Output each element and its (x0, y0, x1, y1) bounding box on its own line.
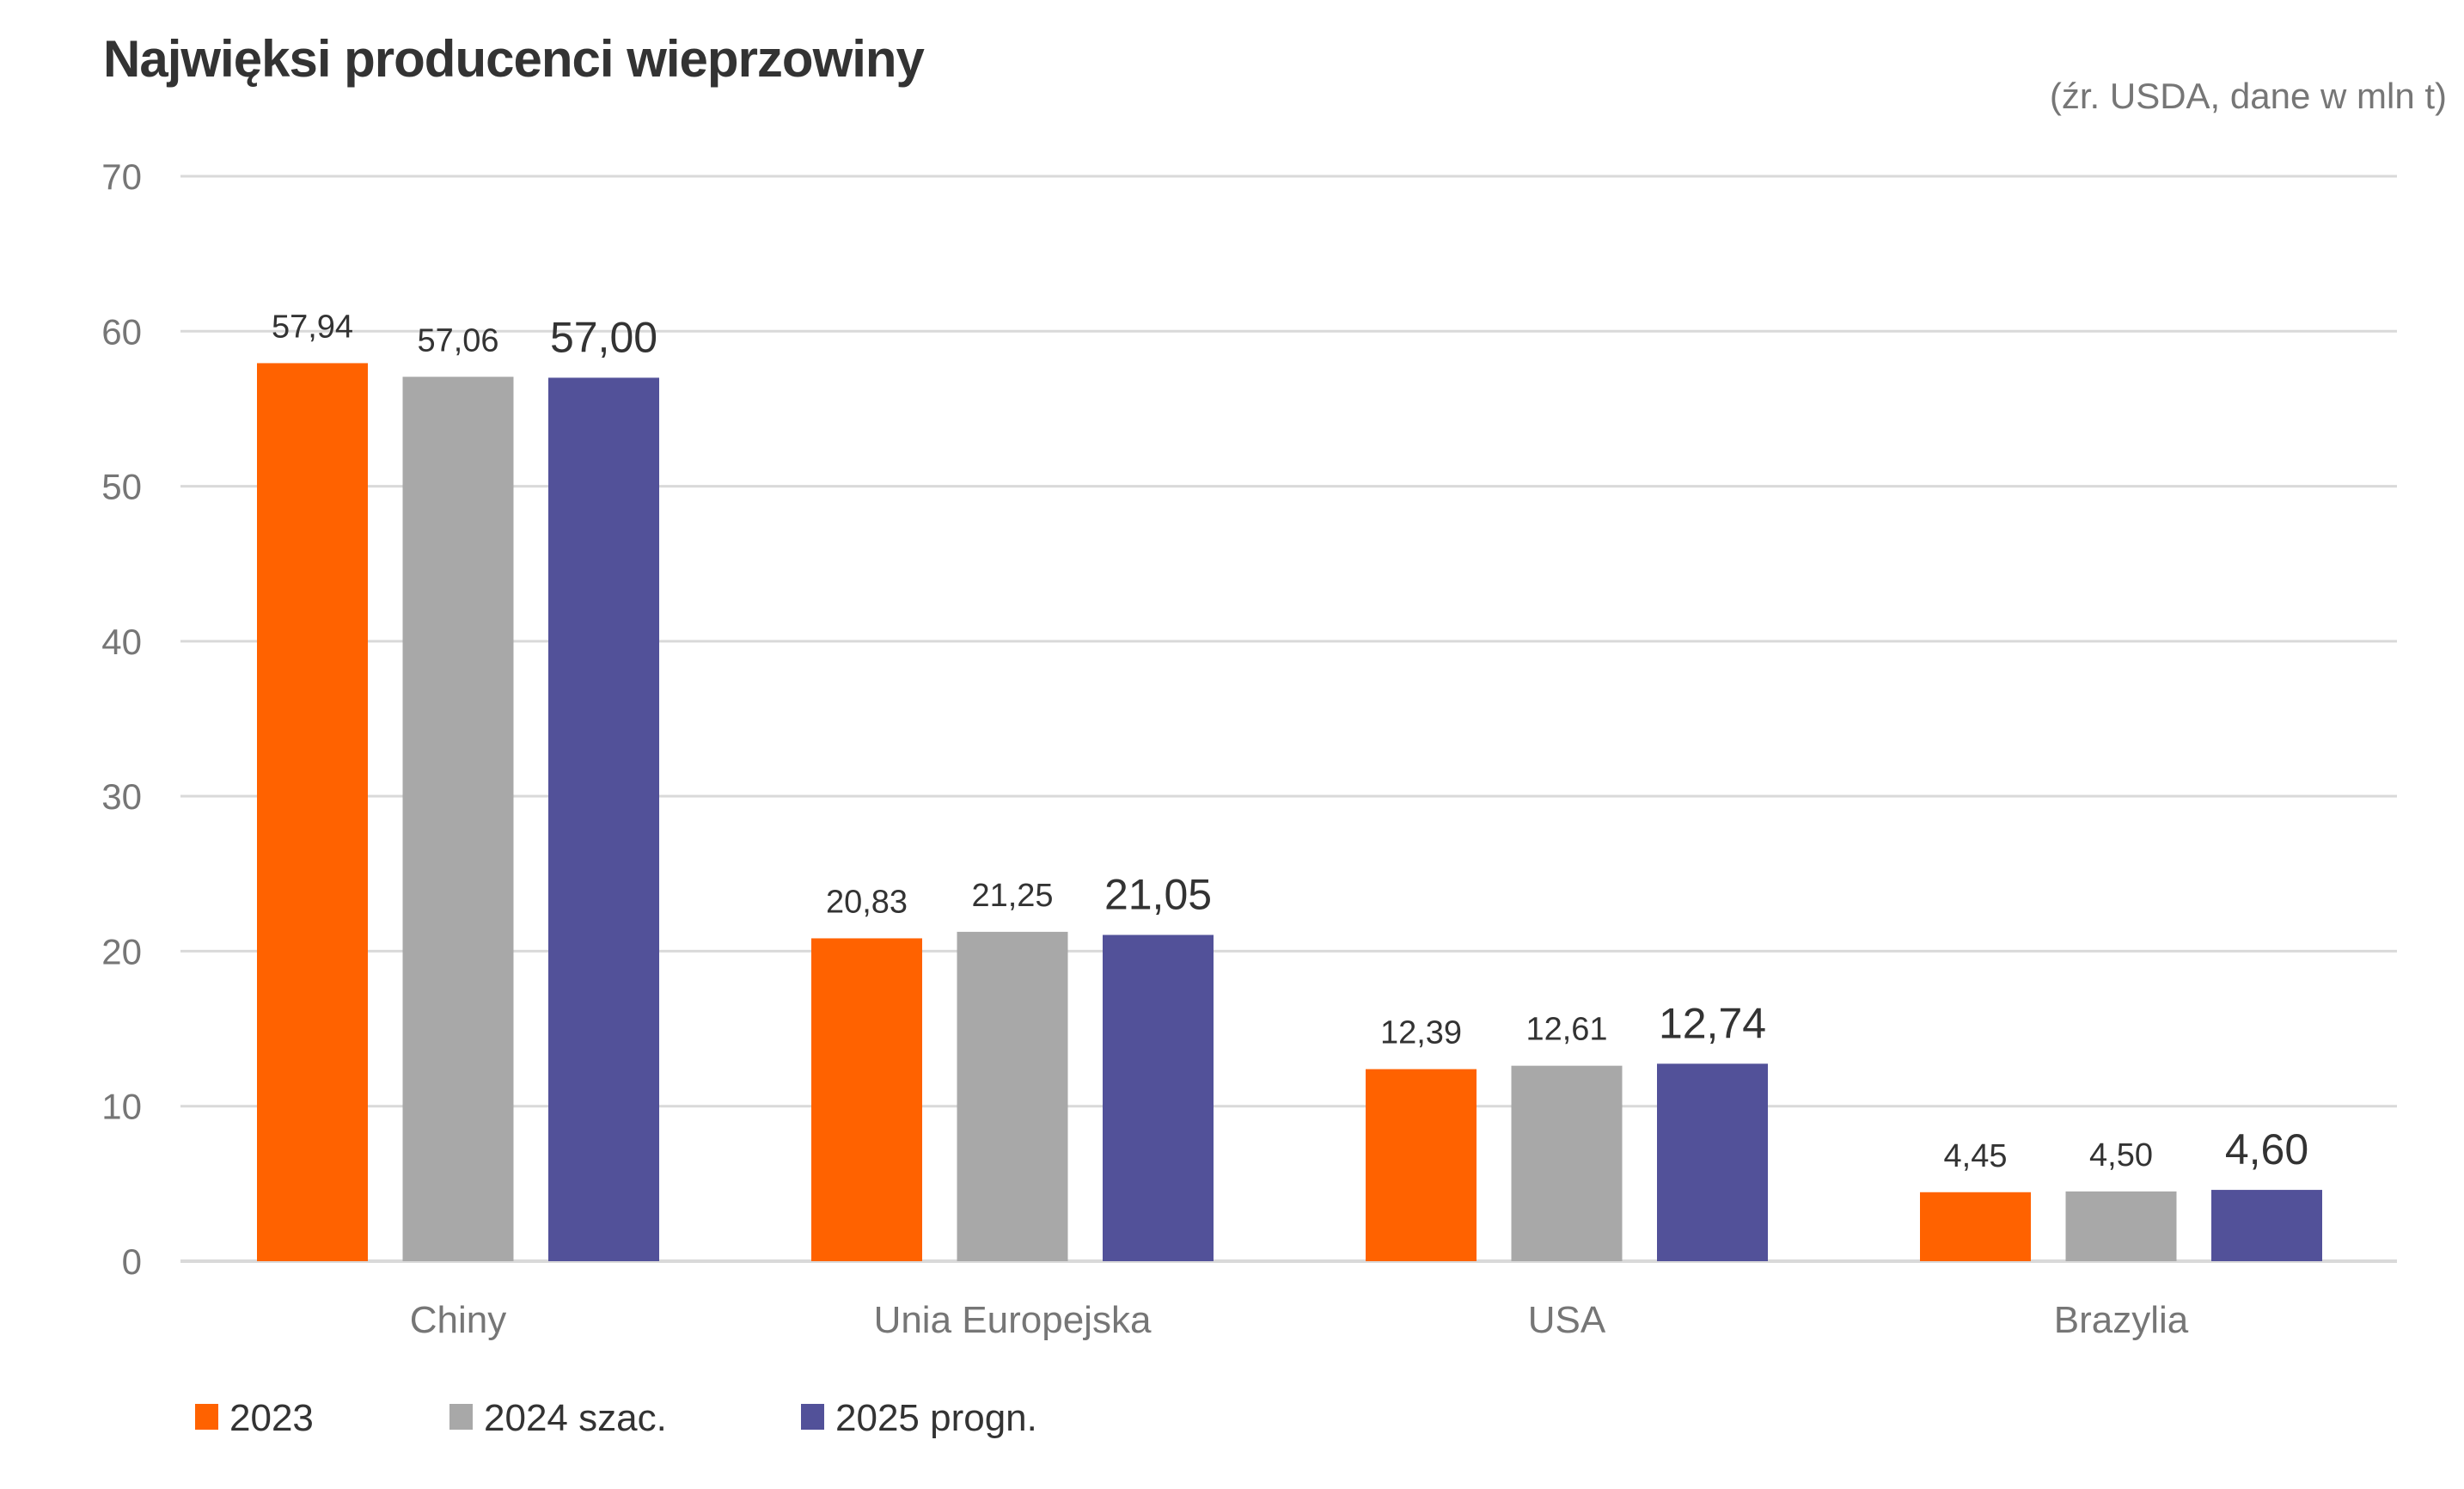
y-axis-ticks: 0 10 20 30 40 50 60 70 (101, 156, 142, 1282)
chart-title: Najwięksi producenci wieprzowiny (103, 30, 925, 88)
data-label: 12,74 (1659, 999, 1766, 1047)
y-tick-label: 20 (101, 931, 142, 971)
legend-label: 2024 szac. (484, 1397, 667, 1439)
x-tick-label: USA (1528, 1299, 1606, 1341)
data-label: 57,06 (417, 322, 498, 358)
bar-2025-progn--usa (1657, 1063, 1768, 1261)
bar-2023-usa (1366, 1069, 1477, 1261)
bar-2025-progn--brazylia (2211, 1190, 2322, 1261)
chart-subtitle: (źr. USDA, dane w mln t) (2049, 76, 2447, 116)
y-tick-label: 60 (101, 311, 142, 352)
bar-2023-chiny (257, 363, 368, 1261)
legend-swatch (195, 1404, 218, 1430)
bar-2024-szac--brazylia (2065, 1191, 2177, 1261)
data-label: 20,83 (826, 884, 908, 920)
bar-2024-szac--unia-europejska (957, 931, 1068, 1261)
bar-2023-brazylia (1920, 1192, 2031, 1261)
data-label: 4,60 (2225, 1125, 2308, 1173)
bar-2024-szac--usa (1511, 1065, 1623, 1261)
y-tick-label: 50 (101, 467, 142, 507)
legend-swatch (801, 1404, 824, 1430)
data-label: 21,05 (1104, 870, 1212, 918)
data-label: 21,25 (971, 878, 1053, 914)
data-label: 12,39 (1380, 1015, 1462, 1051)
y-tick-label: 70 (101, 156, 142, 197)
y-tick-label: 0 (122, 1241, 142, 1282)
legend-swatch (449, 1404, 473, 1430)
bar-2023-unia-europejska (811, 938, 922, 1261)
bars (257, 363, 2322, 1262)
bar-2024-szac--chiny (402, 377, 514, 1262)
data-labels: 57,94 57,06 57,00 20,83 21,25 21,05 12,39 12,61… (272, 309, 2308, 1173)
x-tick-label: Brazylia (2054, 1299, 2189, 1341)
data-label: 4,50 (2089, 1137, 2153, 1173)
y-tick-label: 30 (101, 776, 142, 817)
data-label: 4,45 (1944, 1138, 2008, 1174)
bar-2025-progn--chiny (548, 377, 659, 1261)
data-label: 12,61 (1525, 1012, 1607, 1048)
data-label: 57,00 (550, 313, 657, 361)
x-axis-ticks: Chiny Unia Europejska USA Brazylia (410, 1299, 2189, 1341)
x-tick-label: Chiny (410, 1299, 507, 1341)
legend: 2023 2024 szac. 2025 progn. (195, 1397, 1037, 1439)
legend-label: 2025 progn. (835, 1397, 1037, 1439)
data-label: 57,94 (272, 309, 353, 345)
y-tick-label: 10 (101, 1087, 142, 1127)
y-tick-label: 40 (101, 622, 142, 662)
legend-label: 2023 (229, 1397, 314, 1439)
bar-2025-progn--unia-europejska (1103, 934, 1214, 1261)
x-tick-label: Unia Europejska (874, 1299, 1152, 1341)
